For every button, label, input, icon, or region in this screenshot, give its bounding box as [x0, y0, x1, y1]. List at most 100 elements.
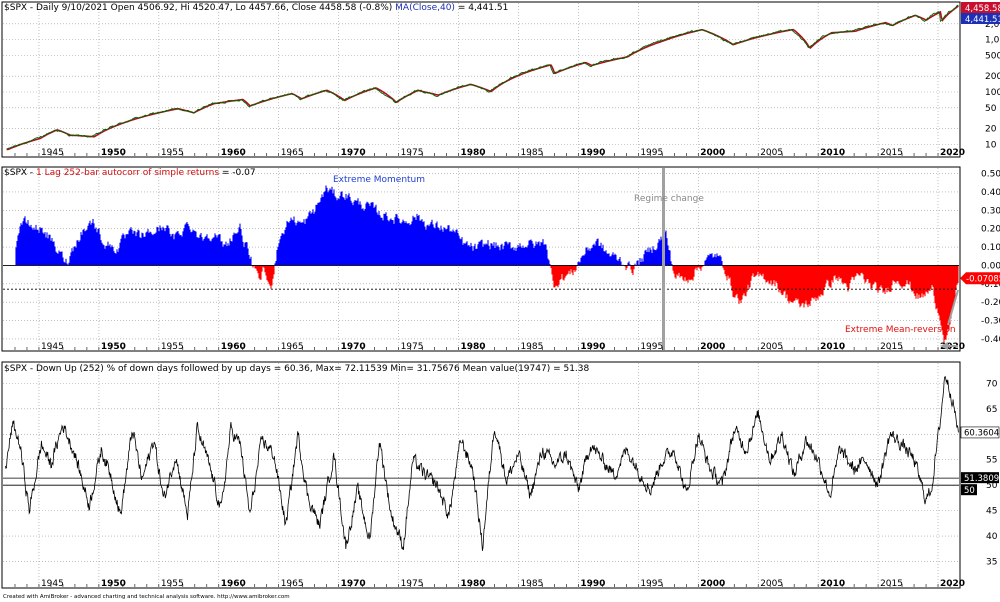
- x-tick-label: 1955: [161, 148, 184, 158]
- x-tick-label: 1970: [341, 342, 366, 352]
- x-tick-label: 2015: [880, 342, 903, 352]
- x-tick-label: 1990: [580, 148, 605, 158]
- x-tick-label: 1960: [221, 579, 246, 589]
- x-tick-label: 1980: [461, 342, 486, 352]
- y-tick-label: 100: [985, 88, 1000, 98]
- x-tick-label: 1945: [41, 148, 64, 158]
- downup-series: [3, 375, 959, 551]
- y-tick-label: 200: [985, 72, 1000, 82]
- price-y-axis: 10 20 50 100 200 500 1,000 2,000: [985, 20, 1000, 151]
- y-tick-label: 0.30: [981, 206, 1000, 216]
- autocorr-badge-bg: [960, 272, 1000, 285]
- ma-badge-label: 4,441.51: [965, 15, 1000, 25]
- x-tick-label: 1990: [580, 342, 605, 352]
- x-tick-label: 2005: [760, 579, 783, 589]
- downup-line: [5, 375, 959, 551]
- x-tick-label: 1995: [640, 579, 663, 589]
- mean-reversion-annotation: Extreme Mean-reversion: [845, 325, 956, 335]
- x-tick-label: 1990: [580, 579, 605, 589]
- regime-change-annotation: Regime change: [634, 194, 704, 204]
- price-grid: [3, 3, 959, 156]
- x-tick-label: 1950: [101, 342, 126, 352]
- price-pane-frame: [1, 1, 961, 158]
- price-x-axis: 1945 1950 1955 1960 1965 1970 1975 1980 1985 1990…: [14, 148, 965, 158]
- x-tick-label: 1995: [640, 148, 663, 158]
- price-line: [6, 4, 959, 150]
- autocorr-series: [3, 168, 959, 350]
- price-series: [6, 4, 959, 151]
- autocorr-x-axis: 1945 1950 1955 1960 1965 1970 1975 1980 1985 1990…: [14, 342, 965, 352]
- downup-header: $SPX - Down Up (252) % of down days foll…: [4, 364, 590, 374]
- y-tick-label: 55: [986, 456, 997, 466]
- downup-last-badge-bg: [960, 426, 1000, 439]
- x-tick-label: 2010: [820, 579, 845, 589]
- y-tick-label: 0.40: [981, 188, 1000, 198]
- x-tick-label: 2010: [820, 148, 845, 158]
- x-tick-label: 1955: [161, 579, 184, 589]
- ma-badge-bg: [961, 13, 1000, 24]
- x-tick-label: 1955: [161, 342, 184, 352]
- x-tick-label: 2015: [880, 148, 903, 158]
- mean-reversion-arrow-icon: [940, 289, 959, 350]
- y-tick-label: 40: [986, 532, 998, 542]
- x-tick-label: 2015: [880, 579, 903, 589]
- y-tick-label: 45: [986, 507, 997, 517]
- x-tick-label: 1945: [41, 342, 64, 352]
- x-tick-label: 2020: [940, 579, 965, 589]
- x-tick-label: 2005: [760, 148, 783, 158]
- price-badge-bg: [961, 2, 1000, 13]
- downup-pane-frame: [1, 361, 961, 589]
- y-tick-label: 35: [986, 558, 997, 568]
- autocorr-last-badge: -0.07085: [960, 272, 1000, 285]
- autocorr-badge-label: -0.07085: [966, 274, 1000, 284]
- y-tick-label: -0.40: [981, 335, 1000, 345]
- x-tick-label: 1985: [520, 148, 543, 158]
- x-tick-label: 1975: [401, 579, 424, 589]
- downup-grid: [3, 363, 959, 587]
- price-header-ma: MA(Close,40): [395, 3, 455, 13]
- x-tick-label: 1965: [281, 148, 304, 158]
- x-tick-label: 1960: [221, 148, 246, 158]
- x-tick-label: 1960: [221, 342, 246, 352]
- y-tick-label: 0.20: [981, 225, 1000, 235]
- downup-last-badge-label: 60.3604: [964, 428, 999, 438]
- price-header: $SPX - Daily 9/10/2021 Open 4506.92, Hi …: [4, 3, 508, 13]
- x-tick-label: 1985: [520, 579, 543, 589]
- x-tick-label: 2000: [700, 148, 725, 158]
- x-tick-label: 2020: [940, 148, 965, 158]
- y-tick-label: 0.10: [981, 243, 1000, 253]
- x-tick-label: 1950: [101, 148, 126, 158]
- extreme-momentum-annotation: Extreme Momentum: [333, 175, 425, 185]
- arrow-head: [940, 342, 948, 350]
- y-tick-label: -0.10: [981, 280, 1000, 290]
- x-tick-label: 2005: [760, 342, 783, 352]
- x-tick-label: 1985: [520, 342, 543, 352]
- autocorr-header-indicator: 1 Lag 252-bar autocorr of simple returns: [36, 168, 219, 178]
- downup-50-badge-label: 50: [964, 486, 975, 496]
- autocorr-y-axis: 0.50 0.40 0.30 0.20 0.10 0.00 -0.10 -0.20 -0.30 -…: [981, 170, 1000, 345]
- x-tick-label: 1980: [461, 148, 486, 158]
- y-tick-label: 1,000: [985, 36, 1000, 46]
- x-tick-label: 1945: [41, 579, 64, 589]
- footer-credit: Created with AmiBroker - advanced charti…: [3, 594, 290, 600]
- y-tick-label: 2,000: [985, 20, 1000, 30]
- downup-mean-badge-bg: [961, 472, 999, 484]
- y-tick-label: 65: [986, 405, 997, 415]
- price-last-badge: 4,458.58: [961, 2, 1000, 14]
- price-header-ma-value: = 4,441.51: [455, 3, 508, 13]
- price-badge-label: 4,458.58: [965, 4, 1000, 14]
- y-tick-label: 10: [985, 140, 997, 150]
- y-tick-label: 0.50: [981, 170, 1000, 180]
- ma-last-badge: 4,441.51: [961, 13, 1000, 25]
- ma-line: [6, 5, 959, 151]
- y-tick-label: 50: [986, 481, 998, 491]
- y-tick-label: 500: [985, 51, 1000, 61]
- autocorr-header-value: = -0.07: [219, 168, 256, 178]
- autocorr-header: $SPX - 1 Lag 252-bar autocorr of simple …: [4, 168, 256, 178]
- downup-x-axis: 1945 1950 1955 1960 1965 1970 1975 1980 1985 1990…: [14, 579, 965, 589]
- y-tick-label: 70: [986, 379, 998, 389]
- y-tick-label: -0.30: [981, 317, 1000, 327]
- x-tick-label: 1975: [401, 342, 424, 352]
- y-tick-label: 50: [985, 104, 997, 114]
